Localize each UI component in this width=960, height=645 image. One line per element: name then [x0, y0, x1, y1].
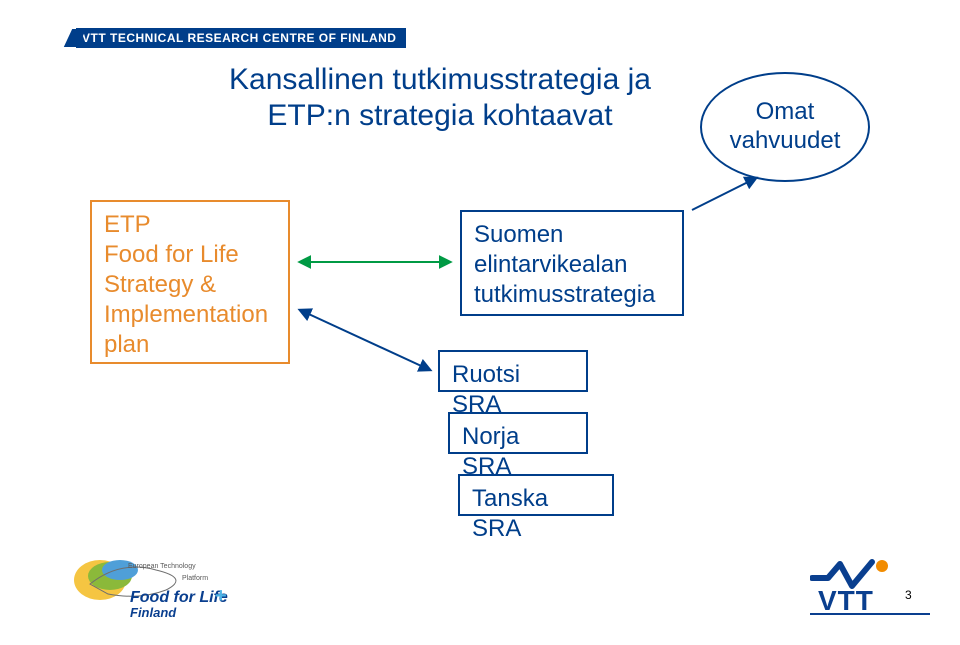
box-line: Tanska SRA [472, 485, 548, 542]
connector-blue-1 [300, 310, 430, 370]
etp-food-for-life-logo: European Technology Platform Food for Li… [70, 540, 240, 625]
box-line: Food for Life [104, 241, 239, 268]
box-ruotsi: Ruotsi SRA [438, 350, 588, 392]
ellipse-line2: vahvuudet [730, 127, 841, 154]
box-line: plan [104, 331, 149, 358]
box-etp: ETP Food for Life Strategy & Implementation… [90, 200, 290, 364]
title-line2: ETP:n strategia kohtaavat [267, 99, 612, 132]
box-line: Strategy & [104, 271, 216, 298]
slide-title: Kansallinen tutkimusstrategia ja ETP:n s… [210, 62, 670, 134]
header-bar: VTT TECHNICAL RESEARCH CENTRE OF FINLAND [68, 28, 406, 48]
box-suomen: Suomen elintarvikealan tutkimusstrategia [460, 210, 684, 316]
header-text: VTT TECHNICAL RESEARCH CENTRE OF FINLAND [76, 28, 406, 48]
box-tanska: Tanska SRA [458, 474, 614, 516]
box-line: Suomen [474, 221, 563, 248]
box-line: Ruotsi SRA [452, 361, 520, 418]
ellipse-line1: Omat [756, 98, 815, 125]
svg-text:Food for Life: Food for Life [130, 589, 228, 606]
box-line: tutkimusstrategia [474, 281, 655, 308]
svg-text:+: + [215, 585, 227, 607]
box-norja: Norja SRA [448, 412, 588, 454]
box-line: Norja SRA [462, 423, 519, 480]
svg-text:Platform: Platform [182, 575, 208, 582]
connector-blue-2 [692, 178, 756, 210]
box-line: elintarvikealan [474, 251, 627, 278]
box-line: Implementation [104, 301, 268, 328]
svg-text:European Technology: European Technology [128, 563, 196, 570]
slide-root: VTT TECHNICAL RESEARCH CENTRE OF FINLAND… [0, 0, 960, 645]
svg-text:VTT: VTT [818, 585, 874, 616]
vtt-logo: VTT [810, 556, 930, 621]
ellipse-omat-vahvuudet: Omat vahvuudet [700, 72, 870, 182]
title-line1: Kansallinen tutkimusstrategia ja [229, 63, 651, 96]
box-line: ETP [104, 211, 151, 238]
svg-text:Finland: Finland [130, 605, 177, 620]
